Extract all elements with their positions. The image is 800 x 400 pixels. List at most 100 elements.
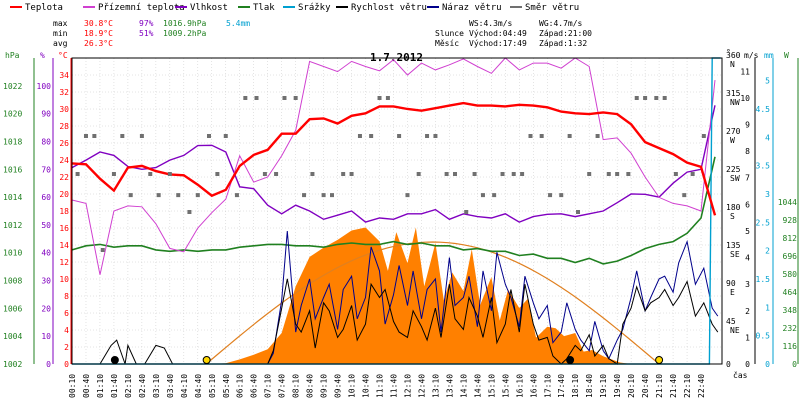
stats-max-label: max bbox=[53, 19, 68, 28]
temperature-tick-label: 32 bbox=[59, 88, 69, 97]
solar-tick-label: 1044 bbox=[778, 198, 797, 207]
x-tick-label: 08:10 bbox=[292, 374, 301, 398]
wind-direction-point bbox=[75, 172, 80, 176]
pressure-tick-label: 1010 bbox=[3, 249, 22, 258]
moon-marker-1 bbox=[566, 356, 575, 364]
temperature-tick-label: 4 bbox=[64, 326, 69, 335]
wind-direction-point bbox=[559, 193, 564, 198]
wind-direction-point bbox=[139, 134, 144, 138]
wind-direction-point bbox=[634, 96, 639, 100]
temperature-tick-label: 2 bbox=[64, 343, 69, 352]
direction-tick-label: 0 bbox=[726, 360, 731, 369]
stats-max-temp: 30.8°C bbox=[84, 19, 113, 28]
x-tick-label: 11:10 bbox=[376, 374, 385, 398]
solar-area bbox=[211, 227, 632, 364]
temperature-tick-label: 22 bbox=[59, 173, 69, 182]
temperature-tick-label: 12 bbox=[59, 258, 69, 267]
x-tick-label: 04:10 bbox=[180, 374, 189, 398]
x-tick-label: 19:40 bbox=[613, 374, 622, 398]
wind-direction-point bbox=[425, 134, 430, 138]
stats-avg-label: avg bbox=[53, 39, 68, 48]
x-tick-label: 20:10 bbox=[627, 374, 636, 398]
wind-direction-point bbox=[206, 134, 211, 138]
wind-direction-point bbox=[520, 172, 525, 176]
humidity-tick-label: 0 bbox=[46, 360, 51, 369]
x-tick-label: 18:40 bbox=[585, 374, 594, 398]
legend: Teplota Přízemní teplota Vlhkost Tlak Sr… bbox=[10, 3, 579, 13]
temperature-tick-label: 18 bbox=[59, 207, 69, 216]
temperature-tick-label: 8 bbox=[64, 292, 69, 301]
wind-direction-point bbox=[341, 172, 346, 176]
stats: max 30.8°C 97% 1016.9hPa 5.4mm min 18.9°… bbox=[53, 19, 250, 48]
axis-header-pressure: hPa bbox=[5, 51, 20, 60]
x-tick-label: 02:10 bbox=[124, 374, 133, 398]
direction-tick-label: 135 bbox=[726, 241, 741, 250]
stats-max-press: 1016.9hPa bbox=[163, 19, 207, 28]
wind-direction-point bbox=[310, 172, 315, 176]
solar-tick-label: 812 bbox=[783, 234, 798, 243]
wind-direction-point bbox=[120, 134, 125, 138]
axis-header-wind: m/s bbox=[744, 51, 759, 60]
pressure-tick-label: 1008 bbox=[3, 277, 22, 286]
axis-headers: hPa % °C ° m/s mm W bbox=[5, 48, 789, 60]
wind-direction-point bbox=[302, 193, 307, 198]
x-tick-label: 18:10 bbox=[571, 374, 580, 398]
wind-direction-point bbox=[167, 172, 172, 176]
wind-direction-point bbox=[262, 172, 267, 176]
rain-tick-label: 1 bbox=[765, 303, 770, 312]
stats-max-hum: 97% bbox=[139, 19, 154, 28]
solar-radiation-area bbox=[211, 227, 632, 364]
wind-direction-point bbox=[548, 193, 553, 198]
solar-tick-label: 0 bbox=[792, 360, 797, 369]
pressure-tick-label: 1014 bbox=[3, 193, 22, 202]
wind-direction-point bbox=[567, 134, 572, 138]
wind-wg: WG:4.7m/s bbox=[539, 19, 583, 28]
x-tick-label: 17:10 bbox=[543, 374, 552, 398]
wind-direction-point bbox=[187, 210, 192, 214]
wind-direction-point bbox=[472, 172, 477, 176]
x-tick-label: 00:10 bbox=[68, 374, 77, 398]
y-axes: 1002100410061008101010121014101610181020… bbox=[3, 51, 799, 369]
wind-direction-point bbox=[111, 172, 116, 176]
wind-tick-label: 1 bbox=[745, 333, 750, 342]
axis-header-solar: W bbox=[784, 51, 789, 60]
wind-direction-point bbox=[369, 134, 374, 138]
direction-tick-label: 45 bbox=[726, 317, 736, 326]
wind-direction-point bbox=[223, 134, 228, 138]
legend-label-srazky: Srážky bbox=[298, 3, 331, 13]
wind-tick-label: 6 bbox=[745, 200, 750, 209]
axis-header-direction: ° bbox=[726, 48, 731, 57]
sun-label: Slunce bbox=[435, 29, 464, 38]
x-tick-label: 06:40 bbox=[250, 374, 259, 398]
x-tick-label: 10:10 bbox=[348, 374, 357, 398]
x-tick-label: 02:40 bbox=[138, 374, 147, 398]
wind-direction-point bbox=[293, 96, 298, 100]
x-axis: 00:10 00:40 01:10 01:40 02:10 02:40 03:10 03:40… bbox=[68, 374, 706, 398]
wind-ws: WS:4.3m/s bbox=[469, 19, 513, 28]
wind-direction-point bbox=[128, 193, 133, 198]
wind-direction-point bbox=[349, 172, 354, 176]
pressure-tick-label: 1022 bbox=[3, 82, 22, 91]
wind-direction-point bbox=[385, 96, 390, 100]
x-tick-label: 06:10 bbox=[236, 374, 245, 398]
humidity-line bbox=[71, 105, 716, 223]
x-tick-label: 03:10 bbox=[152, 374, 161, 398]
x-axis-label: čas bbox=[733, 370, 748, 380]
x-tick-label: 17:40 bbox=[557, 374, 566, 398]
x-tick-label: 14:10 bbox=[459, 374, 468, 398]
wind-direction-point bbox=[587, 172, 592, 176]
rain-tick-label: 2.5 bbox=[756, 218, 771, 227]
x-tick-label: 12:40 bbox=[417, 374, 426, 398]
wind-direction-point bbox=[528, 134, 533, 138]
humidity-tick-label: 20 bbox=[41, 304, 51, 313]
wind-tick-label: 4 bbox=[745, 254, 750, 263]
direction-tick-compass: E bbox=[730, 288, 735, 297]
temperature-tick-label: 6 bbox=[64, 309, 69, 318]
pressure-tick-label: 1004 bbox=[3, 332, 22, 341]
direction-tick-compass: W bbox=[730, 136, 735, 145]
wind-direction-point bbox=[690, 172, 695, 176]
x-tick-label: 16:40 bbox=[529, 374, 538, 398]
humidity-tick-label: 100 bbox=[37, 82, 52, 91]
x-tick-label: 09:40 bbox=[334, 374, 343, 398]
legend-label-naraz-vetru: Náraz větru bbox=[442, 3, 502, 13]
